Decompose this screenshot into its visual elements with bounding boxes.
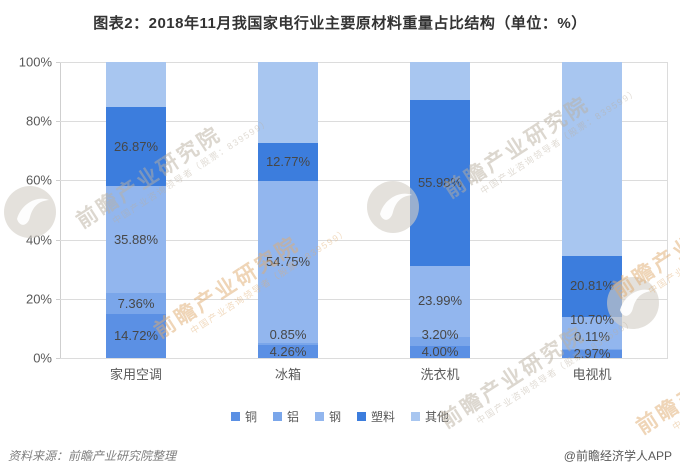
- value-label: 14.72%: [113, 328, 159, 344]
- bar-洗衣机: 4.00% 3.20% 23.99% 55.98%: [410, 62, 470, 359]
- y-axis-label: 60%: [25, 172, 52, 188]
- legend-label: 其他: [425, 410, 450, 424]
- app-credit: @前瞻经济学人APP: [563, 449, 672, 463]
- bar-家用空调: 14.72% 7.36% 35.88% 26.87%: [106, 62, 166, 358]
- plot-right-border: [667, 62, 668, 358]
- bar-segment-其他: [410, 62, 470, 100]
- legend-item-其他: 其他: [411, 408, 449, 425]
- value-label: 55.98%: [417, 174, 463, 190]
- bar-segment-其他: [258, 62, 318, 144]
- bar-电视机: 2.97% 0.11% 10.70% 20.81%: [562, 62, 622, 361]
- y-tick-mark: [56, 239, 60, 241]
- legend-swatch-icon: [314, 412, 324, 421]
- bar-segment-其他: [562, 62, 622, 256]
- value-label: 23.99%: [417, 293, 463, 309]
- gridline: [60, 62, 668, 63]
- bar-segment-铜: [410, 346, 470, 358]
- legend-swatch-icon: [357, 412, 366, 421]
- bar-segment-钢: [410, 265, 470, 337]
- legend-label: 铝: [286, 410, 299, 424]
- bar-segment-钢: [106, 186, 166, 293]
- y-axis-label: 80%: [25, 113, 52, 129]
- legend-swatch-icon: [230, 412, 240, 421]
- y-axis: 0% 20% 40% 60% 80% 100%: [0, 55, 52, 366]
- value-label: 2.97%: [573, 345, 611, 361]
- bar-segment-铜: [106, 314, 166, 358]
- y-tick-mark: [56, 358, 60, 359]
- bar-segment-铜: [258, 345, 318, 358]
- y-axis-label: 40%: [25, 232, 52, 248]
- bar-segment-铝: [410, 336, 470, 347]
- source-note: 资料来源：前瞻产业研究院整理: [8, 449, 177, 463]
- gridline: [60, 358, 668, 359]
- x-axis-label-电视机: 电视机: [572, 367, 612, 382]
- gridline: [60, 298, 668, 300]
- y-axis-line: [60, 62, 61, 358]
- x-axis-label-家用空调: 家用空调: [109, 367, 163, 382]
- value-label: 12.77%: [265, 153, 311, 169]
- legend-item-铜: 铜: [230, 408, 257, 425]
- x-axis-label-洗衣机: 洗衣机: [420, 367, 460, 382]
- y-tick-mark: [56, 121, 60, 123]
- legend-label: 铜: [244, 410, 257, 424]
- y-axis-label: 100%: [18, 54, 52, 70]
- bar-segment-钢: [258, 180, 318, 343]
- y-tick-mark: [56, 180, 60, 182]
- value-label: 3.20%: [421, 327, 459, 343]
- value-label: 4.26%: [269, 343, 307, 359]
- value-label: 20.81%: [569, 278, 615, 294]
- value-label: 4.00%: [421, 344, 459, 360]
- bar-segment-塑料: [410, 100, 470, 266]
- value-label: 0.11%: [574, 328, 610, 344]
- legend-item-钢: 钢: [314, 408, 341, 425]
- y-tick-mark: [56, 62, 60, 63]
- chart-title: 图表2：2018年11月我国家电行业主要原材料重量占比结构（单位：%）: [93, 15, 587, 32]
- legend-label: 钢: [328, 410, 341, 424]
- value-label: 26.87%: [113, 138, 159, 154]
- bar-segment-塑料: [258, 143, 318, 181]
- bar-segment-塑料: [106, 106, 166, 187]
- legend-swatch-icon: [411, 412, 421, 421]
- legend-item-塑料: 塑料: [357, 408, 395, 425]
- value-label: 0.85%: [269, 326, 307, 342]
- value-label: 7.36%: [117, 295, 155, 311]
- legend-swatch-icon: [272, 412, 282, 421]
- bar-冰箱: 4.26% 0.85% 54.75% 12.77%: [258, 62, 318, 359]
- bar-segment-铜: [562, 349, 622, 358]
- y-axis-label: 0%: [33, 350, 52, 366]
- y-tick-mark: [56, 298, 60, 300]
- bar-segment-铝: [258, 342, 318, 346]
- legend-item-铝: 铝: [272, 408, 299, 425]
- value-label: 54.75%: [265, 253, 311, 269]
- gridline: [60, 239, 668, 241]
- gridline: [60, 180, 668, 182]
- plot-area: 14.72% 7.36% 35.88% 26.87% 4.26% 0.85% 54.75% 1…: [56, 62, 668, 361]
- value-label: 10.70%: [569, 311, 615, 327]
- value-label: 35.88%: [113, 231, 159, 247]
- y-axis-label: 20%: [25, 291, 52, 307]
- x-axis-label-冰箱: 冰箱: [274, 367, 302, 382]
- legend-label: 塑料: [371, 410, 396, 424]
- gridline: [60, 121, 668, 123]
- legend: 铜 铝 钢 塑料 其他: [0, 408, 680, 425]
- bar-segment-铝: [106, 292, 166, 315]
- bar-segment-其他: [106, 62, 166, 107]
